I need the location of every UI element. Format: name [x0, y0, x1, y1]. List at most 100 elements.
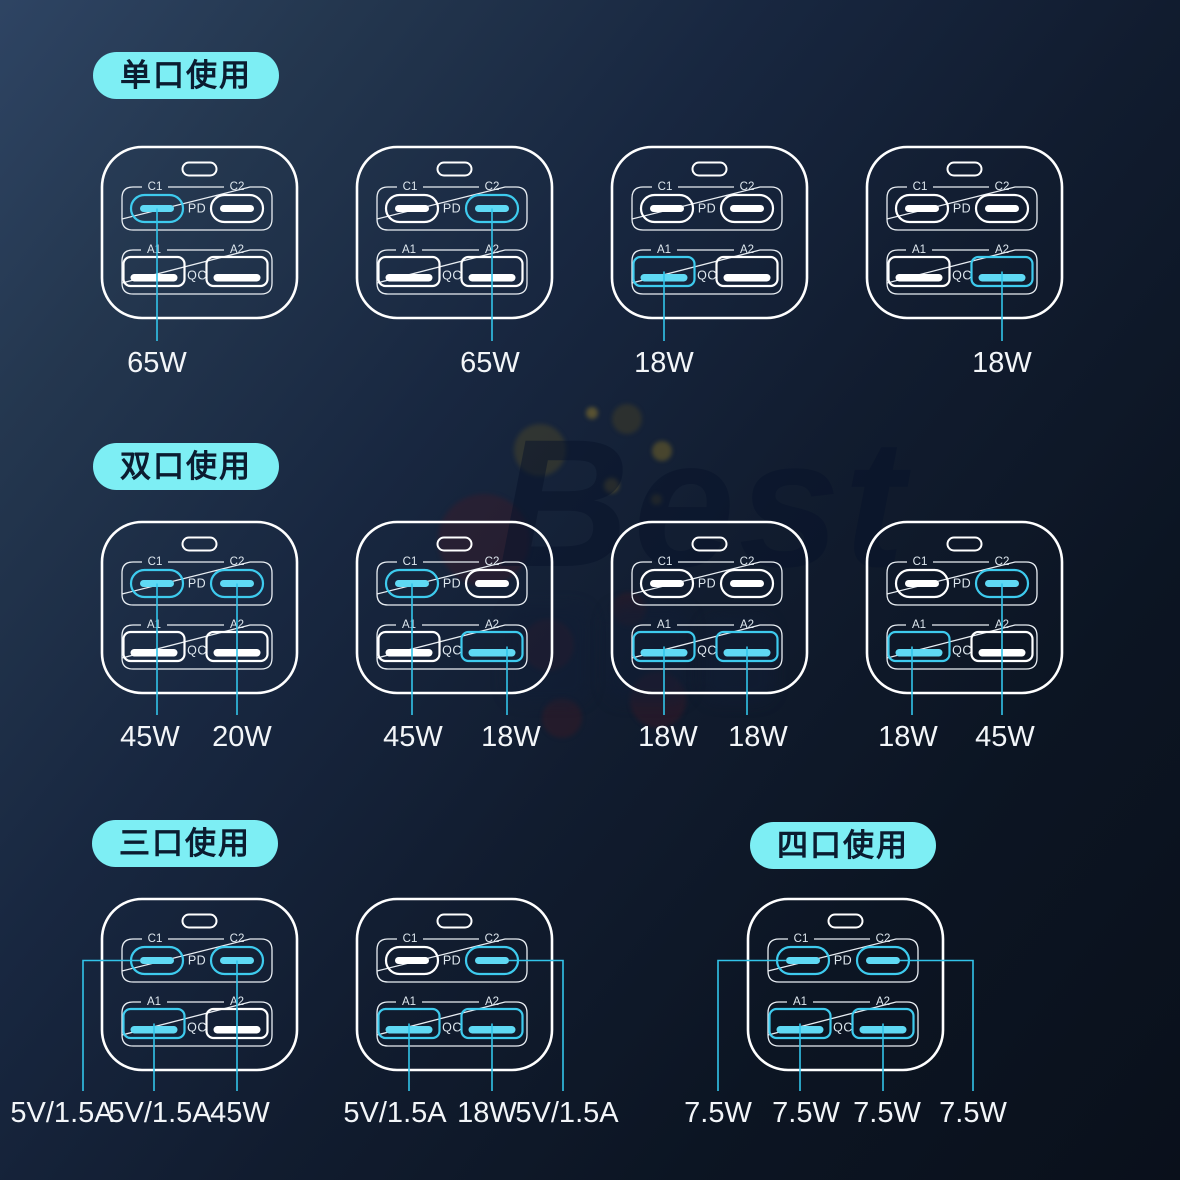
port-label-a1: A1: [793, 996, 807, 1008]
qc-label: QC: [952, 644, 972, 658]
indicator-light: [827, 913, 864, 929]
port-label-a1: A1: [912, 244, 926, 256]
qc-label: QC: [833, 1021, 853, 1035]
port-c1-pin: [395, 957, 429, 964]
port-label-a1: A1: [402, 244, 416, 256]
watt-label: 7.5W: [853, 1097, 921, 1129]
port-label-c2: C2: [995, 556, 1010, 568]
watt-label: 18W: [481, 721, 541, 753]
callout-line-c1: [717, 959, 786, 1091]
port-a1-outline: [122, 630, 186, 663]
usb-a-group-outline: [767, 1001, 919, 1047]
watt-label: 65W: [127, 347, 187, 379]
port-c1: [894, 193, 950, 224]
usb-a-group-outline: [886, 249, 1038, 295]
port-a2-outline: [460, 630, 524, 663]
port-label-a1: A1: [912, 619, 926, 631]
port-label-c2: C2: [740, 181, 755, 193]
port-a2: [715, 255, 779, 288]
port-label-a2: A2: [740, 619, 754, 631]
usb-a-group-outline: [631, 624, 783, 670]
port-a1-outline: [887, 630, 951, 663]
port-c1-pin: [905, 580, 939, 587]
port-label-c2: C2: [876, 933, 891, 945]
port-label-c2: C2: [485, 933, 500, 945]
port-label-a2: A2: [485, 996, 499, 1008]
port-label-a2: A2: [995, 244, 1009, 256]
charger-body: [746, 897, 945, 1072]
indicator-light: [691, 536, 728, 552]
watt-label: 18W: [634, 347, 694, 379]
charger: C1 C2 PD A1 A2 QC 18W: [610, 145, 809, 379]
watt-label: 18W: [728, 721, 788, 753]
port-a1-outline: [377, 255, 441, 288]
watt-label: 5V/1.5A: [515, 1097, 619, 1129]
charger-body: [355, 897, 554, 1072]
port-a2: [460, 630, 524, 663]
port-label-c1: C1: [403, 181, 418, 193]
pd-label: PD: [443, 954, 461, 968]
usb-c-group-outline: [121, 186, 273, 231]
watt-label: 18W: [972, 347, 1032, 379]
pd-label: PD: [443, 202, 461, 216]
port-label-c2: C2: [230, 556, 245, 568]
indicator-light: [946, 536, 983, 552]
indicator-light: [181, 161, 218, 177]
pd-label: PD: [953, 577, 971, 591]
qc-label: QC: [442, 1021, 462, 1035]
section-badge-dual-port: 双口使用: [93, 443, 279, 490]
port-c2-pin: [730, 205, 764, 212]
port-c2-pin: [985, 205, 1019, 212]
port-c1: [639, 193, 695, 224]
indicator-light: [436, 536, 473, 552]
watt-label: 5V/1.5A: [343, 1097, 447, 1129]
pd-label: PD: [188, 202, 206, 216]
watt-label: 7.5W: [684, 1097, 752, 1129]
charger-body: [865, 145, 1064, 320]
port-c1-outline: [639, 568, 695, 599]
port-label-a2: A2: [230, 244, 244, 256]
charger: C1 C2 PD A1 A2 QC 65W: [100, 145, 299, 379]
indicator-light: [691, 161, 728, 177]
port-a1-pin: [130, 649, 178, 657]
indicator-light: [436, 161, 473, 177]
port-label-c1: C1: [913, 556, 928, 568]
port-c1: [894, 568, 950, 599]
usb-c-group-outline: [631, 186, 783, 231]
port-a1: [122, 630, 186, 663]
port-c2-pin: [730, 580, 764, 587]
pd-label: PD: [443, 577, 461, 591]
usb-a-group-outline: [376, 249, 528, 295]
port-label-c2: C2: [740, 556, 755, 568]
port-label-c1: C1: [658, 181, 673, 193]
section-badge-quad-port: 四口使用: [750, 822, 936, 869]
port-c2-outline: [719, 193, 775, 224]
port-a1: [377, 255, 441, 288]
usb-a-group-outline: [121, 1001, 273, 1047]
watt-label: 45W: [383, 721, 443, 753]
port-c2: [719, 193, 775, 224]
qc-label: QC: [697, 269, 717, 283]
port-label-a1: A1: [147, 244, 161, 256]
watt-label: 18W: [457, 1097, 517, 1129]
port-c2-outline: [209, 193, 265, 224]
port-c2: [209, 193, 265, 224]
callout-line-c2: [900, 959, 974, 1091]
indicator-light: [181, 536, 218, 552]
usb-c-group-outline: [886, 186, 1038, 231]
watt-label: 5V/1.5A: [108, 1097, 212, 1129]
charger: C1 C2 PD A1 A2 QC 7.5W 7.5W 7.5W 7.5W: [684, 897, 1007, 1129]
port-a2-pin: [468, 649, 516, 657]
port-a1: [122, 255, 186, 288]
section-badge-single-port: 单口使用: [93, 52, 279, 99]
port-a1-outline: [122, 255, 186, 288]
port-a1-pin: [895, 649, 943, 657]
port-c2-outline: [464, 568, 520, 599]
qc-label: QC: [187, 269, 207, 283]
port-a2: [205, 255, 269, 288]
port-label-c1: C1: [148, 933, 163, 945]
callout-line-c1: [82, 959, 140, 1091]
watt-label: 5V/1.5A: [10, 1097, 114, 1129]
